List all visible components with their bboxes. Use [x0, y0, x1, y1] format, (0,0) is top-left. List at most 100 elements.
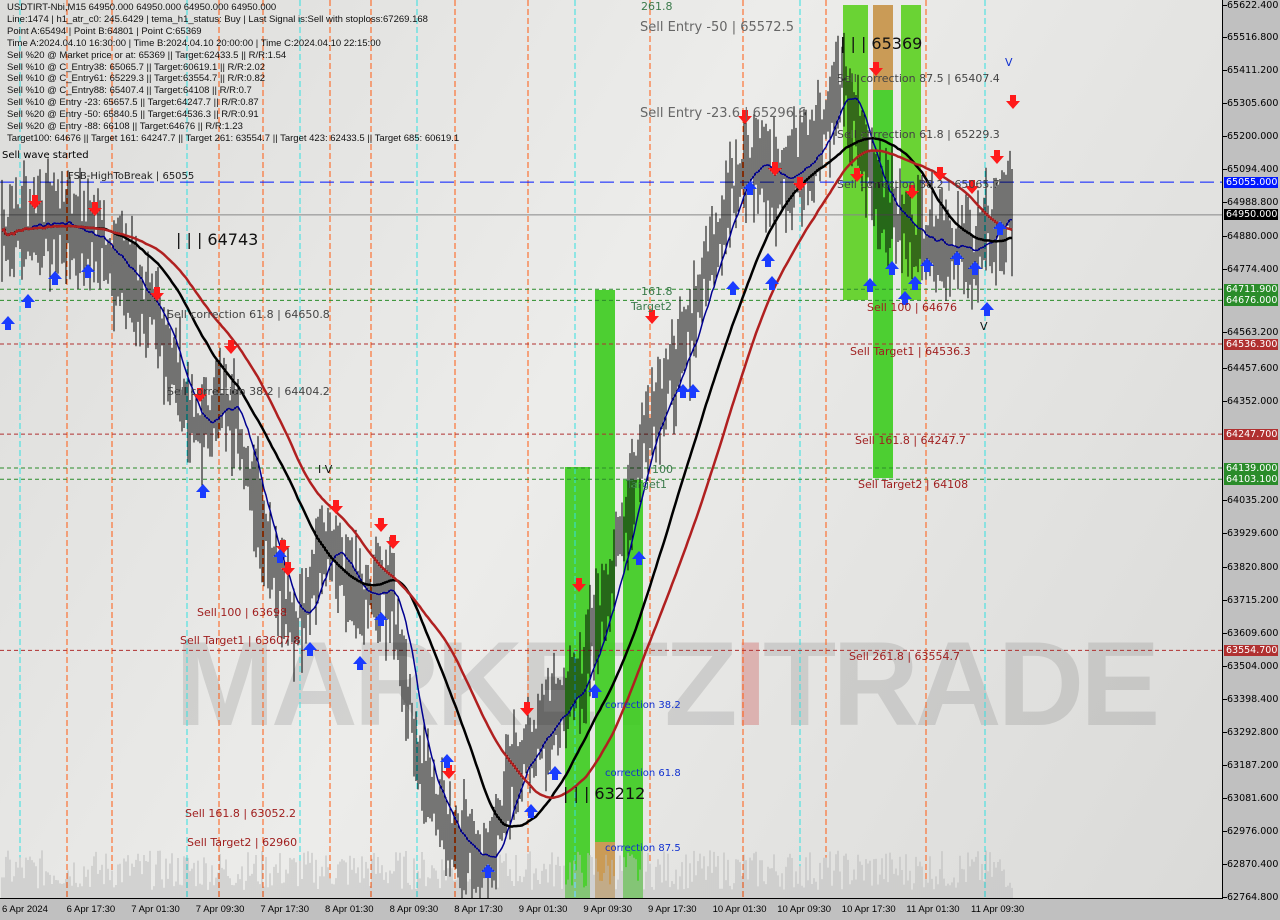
wave-label: V	[1005, 56, 1013, 69]
time-tick: 9 Apr 01:30	[518, 904, 568, 915]
fib-label: Target2	[631, 300, 673, 313]
buy-arrow-icon	[48, 271, 62, 285]
buy-arrow-icon	[993, 221, 1007, 235]
sell-arrow-icon	[933, 167, 947, 181]
chart-title: USDTIRT-Nbi,M15 64950.000 64950.000 6495…	[7, 2, 277, 13]
info-line: Target100: 64676 || Target 161: 64247.7 …	[7, 132, 460, 144]
buy-arrow-icon	[885, 261, 899, 275]
time-tick: 11 Apr 01:30	[906, 904, 960, 915]
info-line: Sell %10 @ C_Entry88: 65407.4 || Target:…	[7, 85, 252, 97]
mid-ma-line	[1, 136, 1013, 828]
buy-arrow-icon	[353, 656, 367, 670]
time-tick: 6 Apr 17:30	[66, 904, 116, 915]
sell-arrow-icon	[850, 168, 864, 182]
info-line: Line:1474 | h1_atr_c0: 245.6429 | tema_h…	[7, 13, 428, 25]
buy-correction-label: correction 61.8	[605, 768, 681, 779]
price-chart[interactable]: MARKETZITRADE USDTIRT-Nbi,M15 64950.000 …	[0, 0, 1223, 899]
buy-arrow-icon	[632, 551, 646, 565]
sell-arrow-icon	[193, 388, 207, 402]
price-level-tag: 64103.100	[1224, 473, 1278, 485]
price-tick: 64880.000	[1222, 231, 1279, 243]
time-tick: 7 Apr 01:30	[131, 904, 180, 915]
buy-arrow-icon	[920, 258, 934, 272]
sell-arrow-icon	[869, 62, 883, 76]
wave-point-label: | | | 63212	[563, 784, 646, 803]
signal-zone	[873, 5, 893, 478]
price-tick: 65411.200	[1222, 65, 1279, 77]
time-tick: 9 Apr 09:30	[583, 904, 632, 915]
sell-arrow-icon	[281, 562, 295, 576]
target-label: Sell 100 | 63698	[197, 606, 288, 619]
time-tick: 6 Apr 2024	[2, 904, 48, 915]
price-level-tag: 64536.300	[1224, 338, 1278, 350]
price-tick: 65094.400	[1222, 164, 1279, 176]
price-axis[interactable]: 65055.000 64950.000 64711.900 64676.000 6453…	[1222, 0, 1280, 903]
watermark-logo: MARKETZITRADE	[175, 617, 1160, 751]
buy-arrow-icon	[726, 281, 740, 295]
correction-label: Sell correction 38.2 | 65065.7	[837, 178, 1000, 191]
price-tick: 64035.200	[1222, 494, 1279, 506]
price-level-tag: 63554.700	[1224, 644, 1278, 656]
chart-plot	[0, 0, 1222, 898]
info-line: Sell %20 @ Entry -50: 65840.5 || Target:…	[7, 109, 259, 121]
sell-arrow-icon	[793, 177, 807, 191]
sell-arrow-icon	[645, 310, 659, 324]
time-tick: 7 Apr 17:30	[260, 904, 309, 915]
price-tick: 63929.600	[1222, 527, 1279, 539]
fib-label: 261.8	[641, 0, 673, 13]
time-tick: 8 Apr 01:30	[325, 904, 374, 915]
slow-ma-line	[1, 149, 1013, 800]
time-tick: 9 Apr 17:30	[648, 904, 697, 915]
buy-correction-label: correction 38.2	[605, 700, 681, 711]
target-label: Sell 161.8 | 63052.2	[185, 807, 297, 820]
price-level-tag: 65055.000	[1224, 176, 1278, 188]
price-tick: 63187.200	[1222, 759, 1279, 771]
sell-arrow-icon	[386, 535, 400, 549]
buy-arrow-icon	[273, 549, 287, 563]
info-line: Time A:2024.04.10 16:30:00 | Time B:2024…	[7, 37, 381, 49]
buy-arrow-icon	[908, 276, 922, 290]
correction-label: Sell correction 61.8 | 64650.8	[167, 308, 330, 321]
price-level-tag: 64139.000	[1224, 462, 1278, 474]
buy-arrow-icon	[21, 294, 35, 308]
entry-label: Sell Entry -23.6 | 65296.6	[640, 106, 807, 121]
buy-arrow-icon	[743, 181, 757, 195]
sell-arrow-icon	[442, 765, 456, 779]
buy-arrow-icon	[524, 804, 538, 818]
time-tick: 10 Apr 09:30	[777, 904, 832, 915]
time-tick: 10 Apr 01:30	[712, 904, 767, 915]
fib-label: 100	[652, 463, 673, 476]
time-tick: 8 Apr 17:30	[454, 904, 503, 915]
buy-correction-label: correction 87.5	[605, 843, 681, 854]
sell-arrow-icon	[990, 150, 1004, 164]
target-label: Sell Target2 | 64108	[858, 478, 969, 491]
info-line: Sell %10 @ Entry -23: 65657.5 || Target:…	[7, 97, 259, 109]
sell-arrow-icon	[28, 195, 42, 209]
price-tick: 62764.800	[1222, 891, 1279, 903]
info-line: Sell %10 @ C_Entry38: 65065.7 || Target:…	[7, 61, 266, 73]
price-tick: 63081.600	[1222, 792, 1279, 804]
sell-arrow-icon	[1006, 95, 1020, 109]
fib-label: 161.8	[641, 285, 673, 298]
target-label: Sell 261.8 | 63554.7	[849, 650, 961, 663]
time-axis[interactable]: 6 Apr 2024 6 Apr 17:30 7 Apr 01:30 7 Apr 09…	[0, 900, 1223, 920]
price-tick: 65516.800	[1222, 32, 1279, 44]
buy-arrow-icon	[676, 384, 690, 398]
price-tick: 62870.400	[1222, 858, 1279, 870]
price-tick: 63715.200	[1222, 594, 1279, 606]
buy-arrow-icon	[980, 302, 994, 316]
buy-arrow-icon	[898, 291, 912, 305]
info-line: Sell %20 @ Entry -88: 66108 || Target:64…	[7, 121, 243, 133]
sell-arrow-icon	[738, 110, 752, 124]
sell-arrow-icon	[374, 518, 388, 532]
buy-arrow-icon	[686, 384, 700, 398]
price-tick: 63398.400	[1222, 693, 1279, 705]
price-tick: 63609.600	[1222, 627, 1279, 639]
buy-arrow-icon	[196, 484, 210, 498]
buy-arrow-icon	[374, 612, 388, 626]
fast-ma-line	[1, 97, 1013, 859]
correction-label: Sell correction 87.5 | 65407.4	[837, 72, 1000, 85]
sell-arrow-icon	[88, 202, 102, 216]
buy-arrow-icon	[761, 253, 775, 267]
time-tick: 10 Apr 17:30	[841, 904, 896, 915]
